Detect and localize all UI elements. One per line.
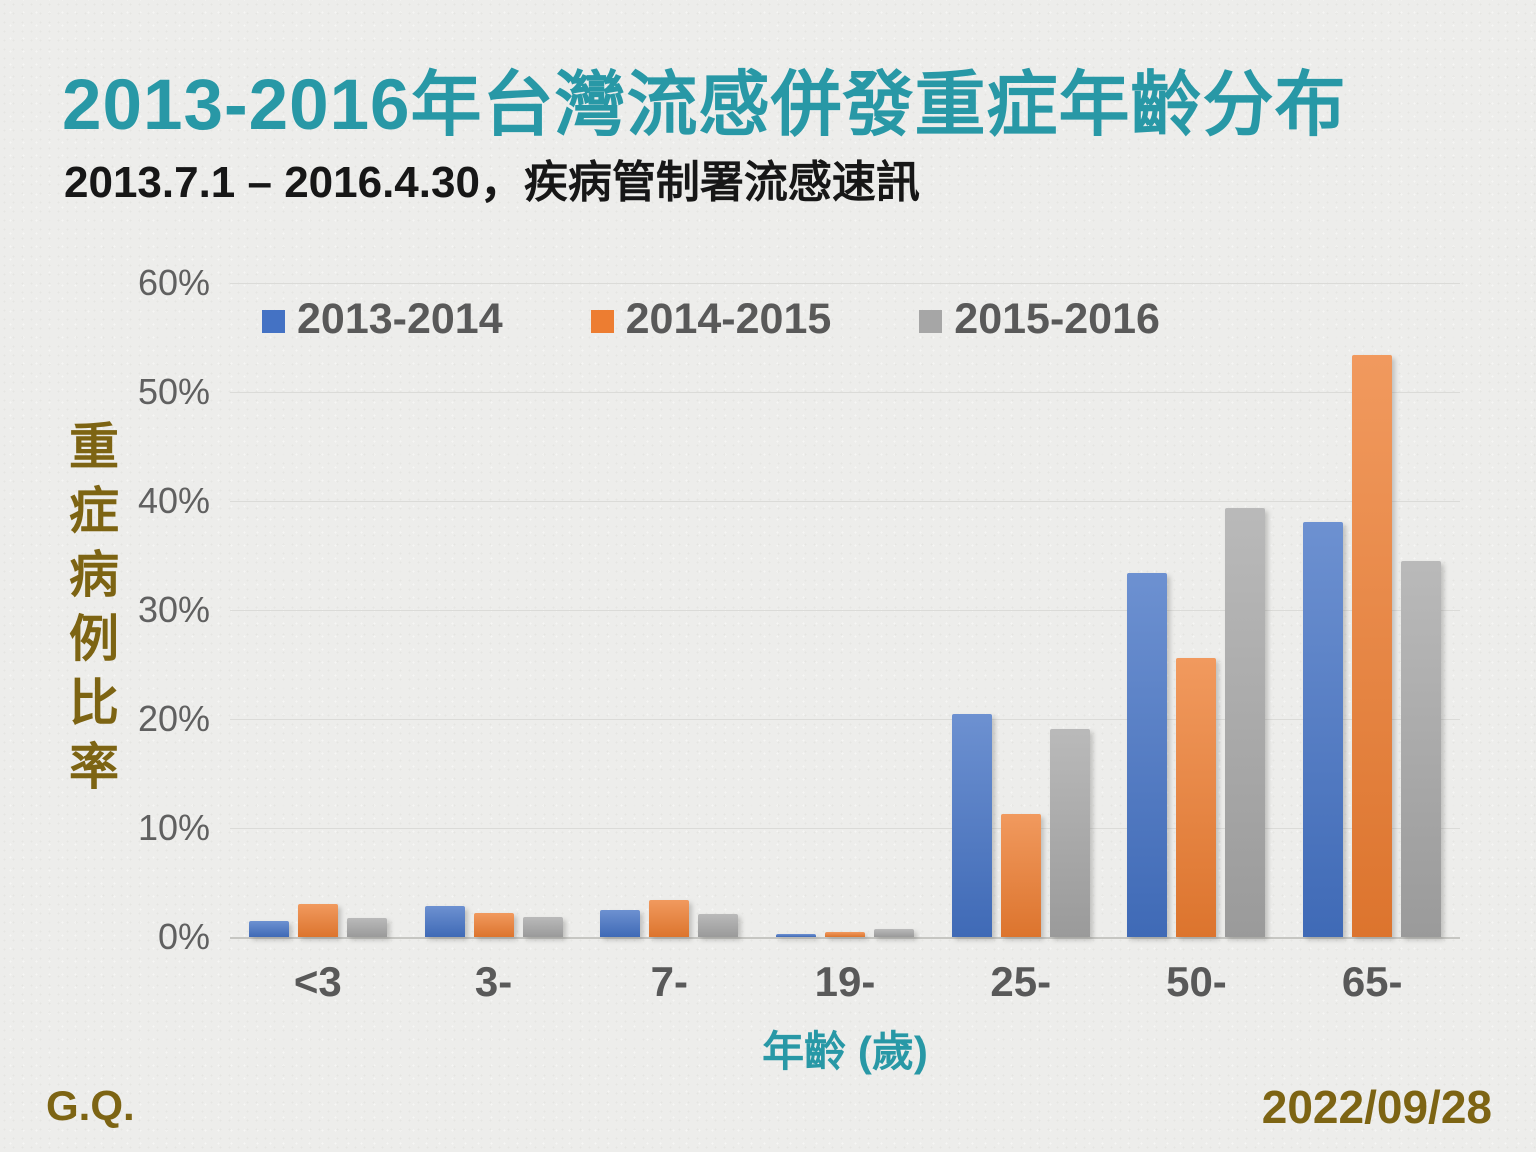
bar xyxy=(951,713,992,937)
bar xyxy=(1303,521,1344,937)
x-axis-title: 年齡 (歲) xyxy=(762,1028,928,1075)
bar xyxy=(473,913,514,937)
x-tick-label: 19- xyxy=(814,958,876,1005)
bar xyxy=(1176,657,1217,937)
bar xyxy=(522,917,563,937)
bar xyxy=(1127,572,1168,937)
plot-area: 2013-2014 2014-2015 2015-2016 xyxy=(230,283,1460,939)
legend-swatch-icon xyxy=(590,310,614,333)
bar xyxy=(424,906,465,937)
y-axis-title: 重症病例比率 xyxy=(62,420,118,804)
bar-group xyxy=(581,283,757,937)
y-tick-label: 60% xyxy=(137,262,210,303)
legend-swatch-icon xyxy=(262,310,285,333)
date-stamp: 2022/09/28 xyxy=(1261,1081,1492,1133)
bar-group xyxy=(757,283,933,937)
legend-label: 2015-2016 xyxy=(954,295,1160,343)
bar xyxy=(1352,354,1393,937)
legend: 2013-2014 2014-2015 2015-2016 xyxy=(262,295,1160,344)
legend-item: 2013-2014 xyxy=(262,295,503,344)
bar xyxy=(1000,813,1041,937)
bar xyxy=(698,914,739,937)
x-tick-labels: <3 3- 7- 19- 25- 50- 65- xyxy=(230,958,1460,1006)
bar-group xyxy=(1284,283,1460,937)
legend-item: 2014-2015 xyxy=(590,295,832,344)
bar xyxy=(346,918,387,937)
author-credit: G.Q. xyxy=(46,1082,135,1129)
y-tick-label: 40% xyxy=(137,480,210,521)
y-tick-label: 50% xyxy=(137,371,210,412)
x-tick-label: <3 xyxy=(293,958,342,1005)
page-title: 2013-2016年台灣流感併發重症年齡分布 xyxy=(62,66,1347,145)
x-tick-label: 7- xyxy=(650,958,688,1005)
legend-item: 2015-2016 xyxy=(919,295,1160,344)
gridline xyxy=(230,501,1460,502)
y-tick-label: 10% xyxy=(137,807,210,848)
bar-group xyxy=(230,283,406,937)
gridline xyxy=(230,283,1460,284)
legend-label: 2013-2014 xyxy=(297,295,503,343)
bar xyxy=(1049,728,1090,937)
bar xyxy=(776,933,817,937)
x-tick-label: 50- xyxy=(1166,958,1227,1005)
bar xyxy=(248,920,289,937)
bars xyxy=(230,283,1460,937)
bar xyxy=(297,904,338,937)
x-tick-label: 3- xyxy=(474,958,513,1005)
bar xyxy=(874,929,915,937)
bar xyxy=(1401,560,1442,937)
bar xyxy=(649,899,690,937)
gridline xyxy=(230,828,1460,829)
bar xyxy=(825,931,866,937)
legend-label: 2014-2015 xyxy=(625,295,832,343)
gridline xyxy=(230,610,1460,611)
page-subtitle: 2013.7.1 – 2016.4.30，疾病管制署流感速訊 xyxy=(64,158,920,207)
bar xyxy=(1225,507,1266,937)
bar-group xyxy=(933,283,1109,937)
y-tick-label: 20% xyxy=(137,698,210,739)
gridline xyxy=(230,392,1460,393)
y-tick-label: 30% xyxy=(137,589,210,630)
gridline xyxy=(230,719,1460,720)
legend-swatch-icon xyxy=(919,310,943,333)
x-tick-label: 65- xyxy=(1341,958,1403,1005)
bar-group xyxy=(1109,283,1285,937)
bar xyxy=(600,909,641,937)
gridline xyxy=(230,937,1460,939)
y-tick-label: 0% xyxy=(157,916,210,957)
bar-group xyxy=(406,283,582,937)
x-tick-label: 25- xyxy=(990,958,1052,1005)
